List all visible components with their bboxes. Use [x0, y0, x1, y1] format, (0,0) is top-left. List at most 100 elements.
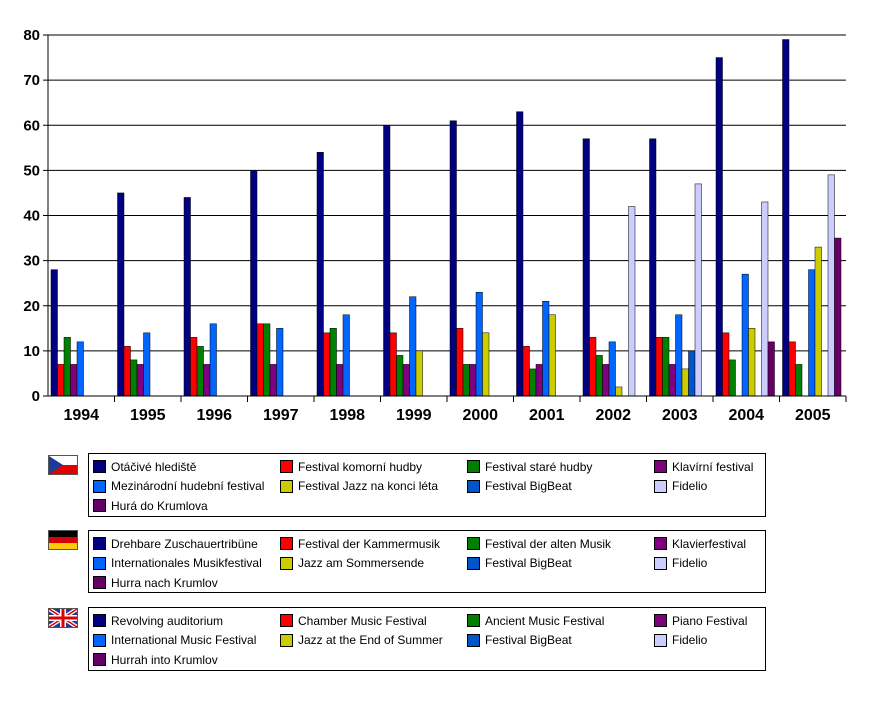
bar-festival-staré-hudby-1996 [196, 346, 204, 397]
bars [50, 39, 842, 397]
legend-swatch [93, 479, 106, 493]
legend-swatch [280, 537, 293, 551]
y-tick-label: 10 [23, 343, 40, 360]
bar-festival-staré-hudby-1998 [329, 328, 337, 397]
legend-swatch [280, 460, 293, 474]
bar-festival-komorní-hudby-2005 [788, 341, 796, 397]
legend-item: Hurra nach Krumlov [93, 573, 280, 593]
legend-item: Hurrah into Krumlov [93, 650, 280, 670]
legend-item: Klavierfestival [654, 534, 771, 554]
legend-label: Festival staré hudby [485, 459, 593, 474]
legend-swatch [654, 556, 667, 570]
bar-otáčivé-hlediště-2002 [582, 138, 590, 397]
legend-label: Festival komorní hudby [298, 459, 423, 474]
bar-klavírní-festival-1996 [203, 364, 211, 397]
bar-festival-jazz-na-konci-léta-2002 [615, 386, 623, 397]
bar-festival-jazz-na-konci-léta-2000 [482, 332, 490, 397]
legend-swatch [654, 537, 667, 551]
legend-swatch [93, 537, 106, 551]
legend-item: Festival BigBeat [467, 631, 654, 651]
legend-swatch [93, 576, 106, 590]
legend-label: International Music Festival [111, 633, 257, 648]
bar-otáčivé-hlediště-2003 [649, 138, 657, 397]
bar-hurá-do-krumlova-2004 [767, 341, 775, 397]
legend-item: Ancient Music Festival [467, 611, 654, 631]
legend-item: Festival komorní hudby [280, 457, 467, 477]
legend-label: Festival der alten Musik [485, 536, 612, 551]
bar-fidelio-2002 [628, 206, 636, 397]
bar-mezinárodní-hudební-festival-1998 [342, 314, 350, 397]
bar-festival-jazz-na-konci-léta-2004 [748, 328, 756, 397]
legend-label: Festival BigBeat [485, 556, 572, 571]
bar-mezinárodní-hudební-festival-2002 [608, 341, 616, 397]
legend-swatch [467, 556, 480, 570]
legend-label: Jazz am Sommersende [298, 556, 425, 571]
legend-item: Fidelio [654, 631, 771, 651]
bar-festival-jazz-na-konci-léta-2005 [814, 246, 822, 397]
legend-swatch [654, 460, 667, 474]
legend-swatch [654, 614, 667, 628]
bar-festival-jazz-na-konci-léta-1999 [415, 350, 423, 397]
y-tick-label: 70 [23, 72, 40, 89]
x-tick-label: 1999 [396, 407, 432, 424]
legend-item: Chamber Music Festival [280, 611, 467, 631]
legend-item: Revolving auditorium [93, 611, 280, 631]
bar-otáčivé-hlediště-2001 [516, 111, 524, 397]
legend-swatch [280, 479, 293, 493]
legend-swatch [93, 633, 106, 647]
legend-swatch [467, 460, 480, 474]
legend-swatch [93, 614, 106, 628]
bar-otáčivé-hlediště-1997 [250, 170, 258, 397]
bar-klavírní-festival-2002 [602, 364, 610, 397]
bar-klavírní-festival-2000 [469, 364, 477, 397]
legend-swatch [467, 614, 480, 628]
bar-festival-staré-hudby-1999 [396, 355, 404, 397]
y-axis-ticks: 0 10 20 30 40 50 60 70 80 [23, 27, 48, 405]
bar-mezinárodní-hudební-festival-1994 [76, 341, 84, 397]
bar-festival-jazz-na-konci-léta-2001 [548, 314, 556, 397]
legend-swatch [654, 633, 667, 647]
bar-mezinárodní-hudební-festival-1995 [143, 332, 151, 397]
bar-festival-jazz-na-konci-léta-2003 [681, 368, 689, 397]
x-tick-label: 1998 [329, 407, 365, 424]
x-tick-label: 2005 [795, 407, 831, 424]
bar-festival-komorní-hudby-1996 [190, 337, 198, 397]
bar-festival-komorní-hudby-1998 [323, 332, 331, 397]
legend-label: Jazz at the End of Summer [298, 633, 443, 648]
grid-lines [48, 34, 846, 352]
legend-item: Mezinárodní hudební festival [93, 477, 280, 497]
legend-label: Festival Jazz na konci léta [298, 479, 439, 494]
legend-label: Fidelio [672, 633, 708, 648]
legend-item: Festival BigBeat [467, 477, 654, 497]
legend-label: Piano Festival [672, 613, 748, 628]
bar-otáčivé-hlediště-2000 [449, 120, 457, 397]
legend-label: Chamber Music Festival [298, 613, 427, 628]
bar-festival-staré-hudby-1997 [263, 323, 271, 397]
legend-item: Festival Jazz na konci léta [280, 477, 467, 497]
legend-swatch [280, 633, 293, 647]
bar-mezinárodní-hudební-festival-2003 [675, 314, 683, 397]
uk-flag-icon [48, 608, 78, 628]
legend-item: Jazz am Sommersende [280, 554, 467, 574]
legend-item: Fidelio [654, 554, 771, 574]
bar-otáčivé-hlediště-2004 [715, 57, 723, 397]
bar-klavírní-festival-1997 [269, 364, 277, 397]
legend-label: Festival BigBeat [485, 633, 572, 648]
legend-label: Mezinárodní hudební festival [111, 479, 265, 494]
legend-label: Hurá do Krumlova [111, 498, 208, 513]
x-tick-label: 1994 [63, 407, 99, 424]
legend-label: Revolving auditorium [111, 613, 224, 628]
bar-festival-komorní-hudby-2003 [655, 337, 663, 397]
x-tick-label: 2003 [662, 407, 698, 424]
bar-festival-komorní-hudby-2000 [456, 328, 464, 397]
legend-swatch [467, 537, 480, 551]
legend-label: Fidelio [672, 479, 708, 494]
bar-mezinárodní-hudební-festival-2005 [808, 269, 816, 397]
bar-otáčivé-hlediště-1996 [183, 197, 191, 397]
legend-item: International Music Festival [93, 631, 280, 651]
x-tick-label: 1997 [263, 407, 299, 424]
legend-swatch [93, 653, 106, 667]
bar-mezinárodní-hudební-festival-2000 [475, 291, 483, 397]
x-tick-label: 2002 [595, 407, 631, 424]
